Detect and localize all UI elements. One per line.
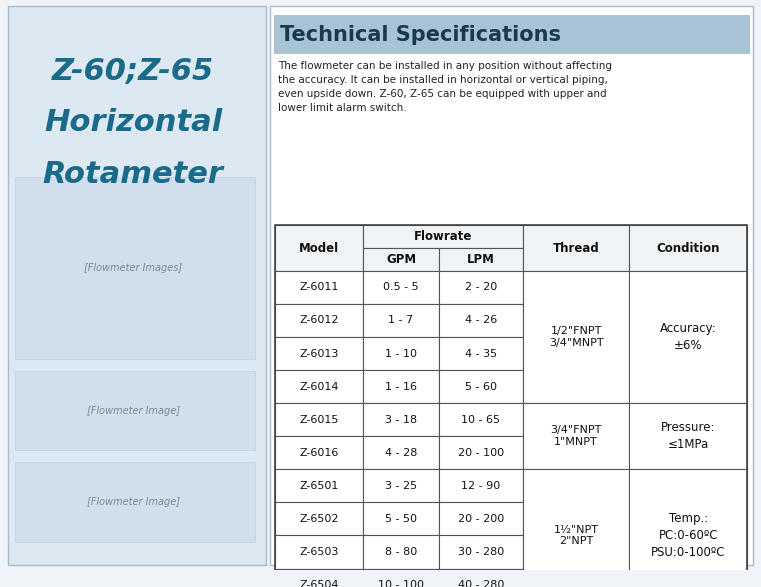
Text: Flowrate: Flowrate (414, 230, 472, 243)
Text: Z-6012: Z-6012 (300, 315, 339, 325)
Text: 10 - 65: 10 - 65 (461, 414, 501, 425)
FancyBboxPatch shape (270, 6, 753, 565)
Text: 40 - 280: 40 - 280 (458, 580, 504, 587)
Bar (363, 337, 439, 370)
Text: 20 - 200: 20 - 200 (458, 514, 504, 524)
Text: 20 - 100: 20 - 100 (458, 448, 504, 458)
Text: GPM: GPM (386, 253, 416, 266)
Bar (363, 225, 523, 248)
Text: The flowmeter can be installed in any position without affecting
the accuracy. I: The flowmeter can be installed in any po… (278, 61, 612, 113)
Text: Z-6014: Z-6014 (300, 382, 339, 392)
Text: 30 - 280: 30 - 280 (458, 547, 504, 557)
Text: 10 - 100: 10 - 100 (378, 580, 424, 587)
Bar (363, 271, 439, 304)
Bar (439, 271, 523, 304)
Text: 3 - 18: 3 - 18 (385, 414, 417, 425)
Text: Model: Model (299, 242, 339, 255)
Text: 2 - 20: 2 - 20 (465, 282, 497, 292)
FancyBboxPatch shape (15, 370, 255, 450)
Bar (275, 304, 363, 337)
Bar (275, 436, 363, 470)
Bar (439, 535, 523, 569)
Text: Thread: Thread (552, 242, 600, 255)
Text: Temp.:
PC:0-60ºC
PSU:0-100ºC: Temp.: PC:0-60ºC PSU:0-100ºC (651, 512, 725, 559)
Bar (275, 225, 747, 587)
Text: 4 - 26: 4 - 26 (465, 315, 497, 325)
Text: 1 - 10: 1 - 10 (385, 349, 417, 359)
Text: [Flowmeter Image]: [Flowmeter Image] (87, 406, 180, 416)
Text: 1 - 16: 1 - 16 (385, 382, 417, 392)
Text: [Flowmeter Image]: [Flowmeter Image] (87, 497, 180, 507)
Bar (363, 569, 439, 587)
Text: 5 - 50: 5 - 50 (385, 514, 417, 524)
Text: LPM: LPM (467, 253, 495, 266)
Bar (363, 304, 439, 337)
Text: 8 - 80: 8 - 80 (385, 547, 417, 557)
Bar (275, 337, 363, 370)
Bar (439, 370, 523, 403)
Bar (363, 403, 439, 436)
Bar (363, 436, 439, 470)
FancyBboxPatch shape (274, 15, 750, 54)
Text: Condition: Condition (657, 242, 720, 255)
FancyBboxPatch shape (8, 6, 266, 565)
Bar (439, 337, 523, 370)
Bar (629, 470, 747, 587)
Text: Z-6013: Z-6013 (300, 349, 339, 359)
Bar (363, 470, 439, 502)
Text: Pressure:
≤1MPa: Pressure: ≤1MPa (661, 421, 715, 451)
Text: Z-6504: Z-6504 (300, 580, 339, 587)
Bar (439, 403, 523, 436)
Bar (275, 370, 363, 403)
Bar (439, 248, 523, 271)
Bar (439, 470, 523, 502)
Bar (439, 569, 523, 587)
Bar (439, 436, 523, 470)
Text: 3 - 25: 3 - 25 (385, 481, 417, 491)
Text: Z-6015: Z-6015 (300, 414, 339, 425)
Text: 1½"NPT
2"NPT: 1½"NPT 2"NPT (553, 525, 599, 546)
Text: Technical Specifications: Technical Specifications (280, 25, 561, 45)
Bar (629, 225, 747, 271)
Bar (275, 271, 363, 304)
Bar (363, 248, 439, 271)
Bar (439, 304, 523, 337)
Text: 1 - 7: 1 - 7 (388, 315, 414, 325)
Text: 4 - 35: 4 - 35 (465, 349, 497, 359)
Bar (275, 225, 363, 271)
Bar (363, 502, 439, 535)
Bar (523, 271, 629, 403)
Bar (439, 502, 523, 535)
Text: Z-6502: Z-6502 (300, 514, 339, 524)
Bar (275, 535, 363, 569)
Text: Z-6016: Z-6016 (300, 448, 339, 458)
Text: 1/2"FNPT
3/4"MNPT: 1/2"FNPT 3/4"MNPT (549, 326, 603, 348)
Text: Z-6501: Z-6501 (300, 481, 339, 491)
Text: Rotameter: Rotameter (43, 160, 224, 188)
Text: 5 - 60: 5 - 60 (465, 382, 497, 392)
Text: Accuracy:
±6%: Accuracy: ±6% (660, 322, 717, 352)
Text: Horizontal: Horizontal (44, 109, 222, 137)
Bar (629, 271, 747, 403)
Text: 4 - 28: 4 - 28 (385, 448, 417, 458)
FancyBboxPatch shape (15, 177, 255, 359)
Bar (363, 370, 439, 403)
Bar (363, 535, 439, 569)
Text: Z-60;Z-65: Z-60;Z-65 (52, 57, 215, 86)
Text: 0.5 - 5: 0.5 - 5 (384, 282, 419, 292)
Bar (523, 470, 629, 587)
Bar (629, 403, 747, 470)
Text: 12 - 90: 12 - 90 (461, 481, 501, 491)
Bar (523, 403, 629, 470)
Text: Z-6503: Z-6503 (300, 547, 339, 557)
FancyBboxPatch shape (15, 462, 255, 542)
Bar (275, 502, 363, 535)
Bar (275, 569, 363, 587)
Bar (275, 470, 363, 502)
Bar (275, 403, 363, 436)
Text: [Flowmeter Images]: [Flowmeter Images] (84, 263, 182, 273)
Bar (523, 225, 629, 271)
Text: 3/4"FNPT
1"MNPT: 3/4"FNPT 1"MNPT (550, 426, 602, 447)
Text: Z-6011: Z-6011 (300, 282, 339, 292)
